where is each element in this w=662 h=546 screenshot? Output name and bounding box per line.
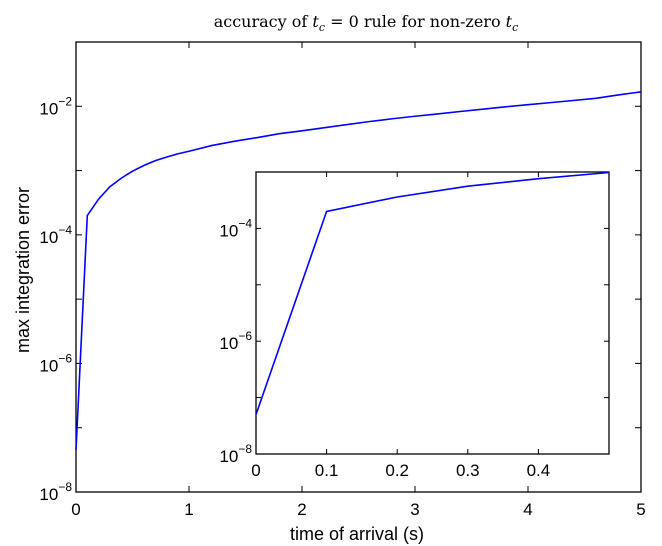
title-var-2: t	[506, 12, 513, 31]
main-series-line	[75, 91, 642, 451]
inset-y-tick-label: 10−8	[219, 442, 252, 466]
inset-x-tick-label: 0.1	[315, 461, 339, 480]
inset-axes: 0 0.1 0.2 0.3 0.4 10−8 10−6 10−4	[219, 171, 610, 480]
inset-x-tick-label: 0	[251, 461, 260, 480]
main-x-tick-label: 0	[71, 500, 80, 519]
x-axis-label: time of arrival (s)	[290, 524, 424, 544]
main-x-tick-label: 4	[523, 500, 532, 519]
inset-y-tick-label: 10−6	[219, 329, 252, 353]
main-x-tick-label: 5	[636, 500, 645, 519]
main-y-tick-label: 10−8	[39, 480, 72, 504]
main-y-tick-label: 10−4	[39, 223, 72, 247]
inset-x-tick-label: 0.2	[385, 461, 409, 480]
main-x-tick-label: 2	[297, 500, 306, 519]
inset-frame	[255, 171, 610, 455]
inset-x-tick-label: 0.3	[456, 461, 480, 480]
inset-series-line	[255, 171, 610, 415]
main-x-tick-label: 1	[184, 500, 193, 519]
main-x-tick-label: 3	[410, 500, 419, 519]
inset-y-tick-label: 10−4	[219, 216, 252, 240]
title-part-2: = 0 rule for non-zero	[325, 12, 506, 31]
title-sub-2: c	[512, 21, 518, 34]
y-axis-label: max integration error	[13, 187, 33, 353]
inset-x-tick-label: 0.4	[527, 461, 551, 480]
main-y-tick-label: 10−6	[39, 351, 72, 375]
chart-title: accuracy of tc = 0 rule for non-zero tc	[214, 12, 519, 34]
main-y-tick-label: 10−2	[39, 94, 72, 118]
title-var-1: t	[312, 12, 319, 31]
title-sub-1: c	[319, 21, 325, 34]
title-part-1: accuracy of	[214, 12, 313, 31]
